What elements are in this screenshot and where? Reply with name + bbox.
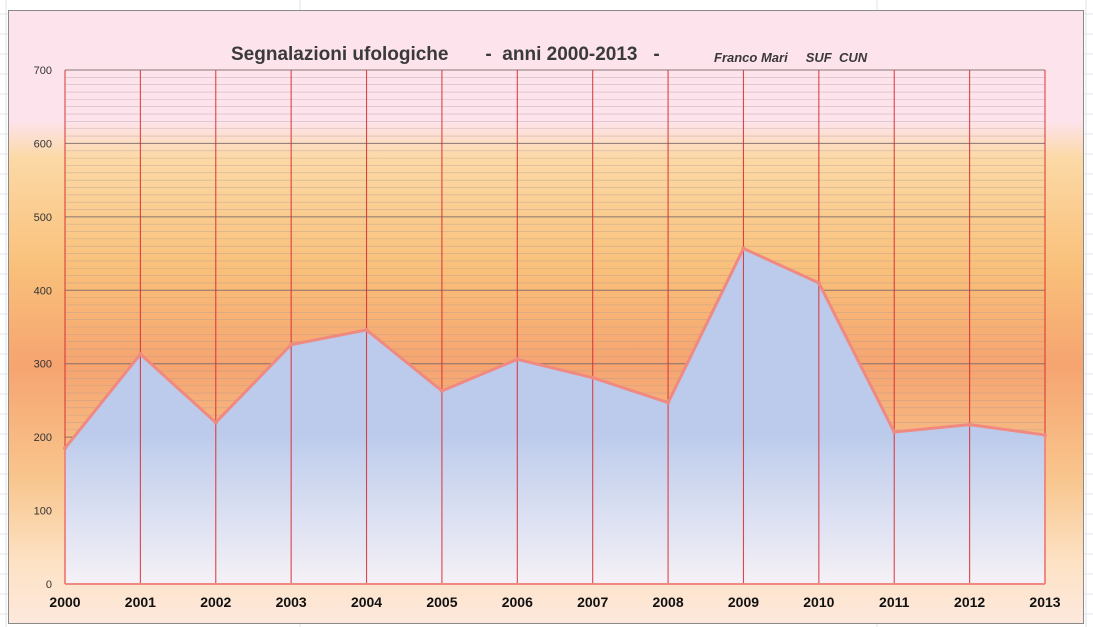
y-tick-label: 600 [34,138,52,150]
x-tick-label: 2000 [49,594,80,610]
x-tick-label: 2009 [728,594,759,610]
data-point [63,446,67,451]
data-point [816,280,821,285]
x-tick-label: 2006 [502,594,533,610]
chart-title: Segnalazioni ufologiche - anni 2000-2013… [231,44,660,65]
area-fill [65,248,1045,584]
y-tick-label: 700 [34,65,52,77]
data-point [439,388,444,393]
data-point [213,420,218,425]
data-point [138,352,143,357]
y-tick-label: 300 [34,359,52,371]
y-tick-label: 0 [46,579,52,591]
data-point [364,327,369,332]
x-tick-label: 2005 [426,594,457,610]
y-tick-label: 500 [34,212,52,224]
x-tick-label: 2013 [1029,594,1060,610]
data-point [741,246,746,251]
data-point [515,357,520,362]
x-tick-label: 2012 [954,594,985,610]
data-point [289,342,294,347]
x-tick-label: 2003 [276,594,307,610]
data-point [892,430,897,435]
x-tick-label: 2008 [652,594,683,610]
data-point [1043,432,1047,437]
x-tick-label: 2002 [200,594,231,610]
x-tick-label: 2010 [803,594,834,610]
data-point [590,375,595,380]
x-tick-label: 2001 [125,594,156,610]
y-tick-label: 400 [34,285,52,297]
y-tick-label: 100 [34,506,52,518]
x-tick-label: 2004 [351,594,382,610]
data-point [967,422,972,427]
x-tick-label: 2007 [577,594,608,610]
y-tick-label: 200 [34,432,52,444]
chart-subtitle: Franco Mari SUF CUN [714,50,868,65]
x-tick-label: 2011 [879,594,910,610]
data-point [666,400,671,405]
area-series-line [63,246,1046,450]
